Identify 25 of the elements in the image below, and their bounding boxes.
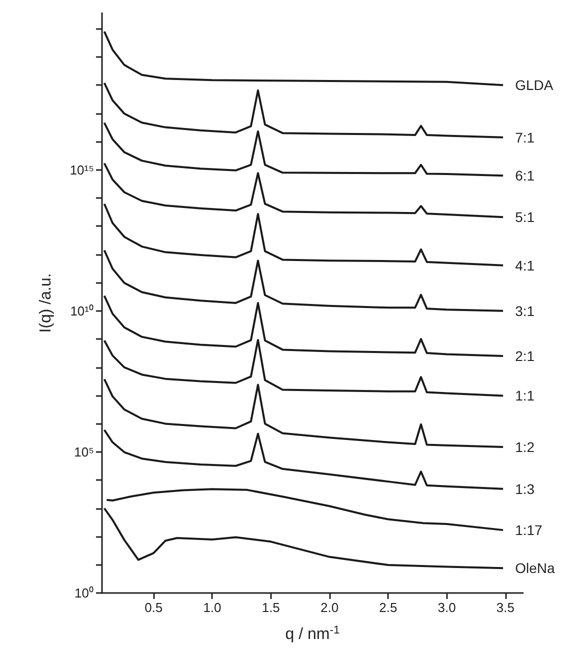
y-tick-label: 10⁰: [74, 586, 94, 600]
x-tick-label: 3.5: [496, 600, 514, 615]
x-tick-label: 3.0: [438, 600, 456, 615]
x-tick-label: 1.0: [203, 600, 222, 615]
series-label: 1:1: [515, 388, 535, 404]
y-axis-title: I(q) /a.u.: [38, 273, 54, 333]
series-label: 1:3: [515, 480, 535, 497]
series-label: 3:1: [515, 302, 535, 319]
x-tick-label: 1.5: [262, 600, 280, 615]
series-label: 7:1: [515, 129, 535, 146]
series-label: 1:2: [515, 438, 535, 455]
line-series: [106, 488, 504, 532]
series-label: OleNa: [515, 560, 555, 576]
series-label: 2:1: [515, 348, 535, 364]
series-label: 6:1: [515, 168, 535, 184]
x-tick-label: 2.0: [320, 600, 339, 615]
x-tick-label: 0.5: [144, 600, 163, 615]
series-label: 1:17: [515, 522, 543, 538]
series-label: 5:1: [515, 209, 535, 226]
y-tick-label: 10¹⁰: [70, 303, 94, 318]
x-tick-label: 2.5: [379, 600, 398, 615]
series-label: 4:1: [515, 257, 535, 274]
y-tick-label: 10¹⁵: [70, 162, 94, 178]
y-tick-label: 10⁵: [74, 444, 94, 460]
series-label: GLDA: [515, 77, 554, 94]
